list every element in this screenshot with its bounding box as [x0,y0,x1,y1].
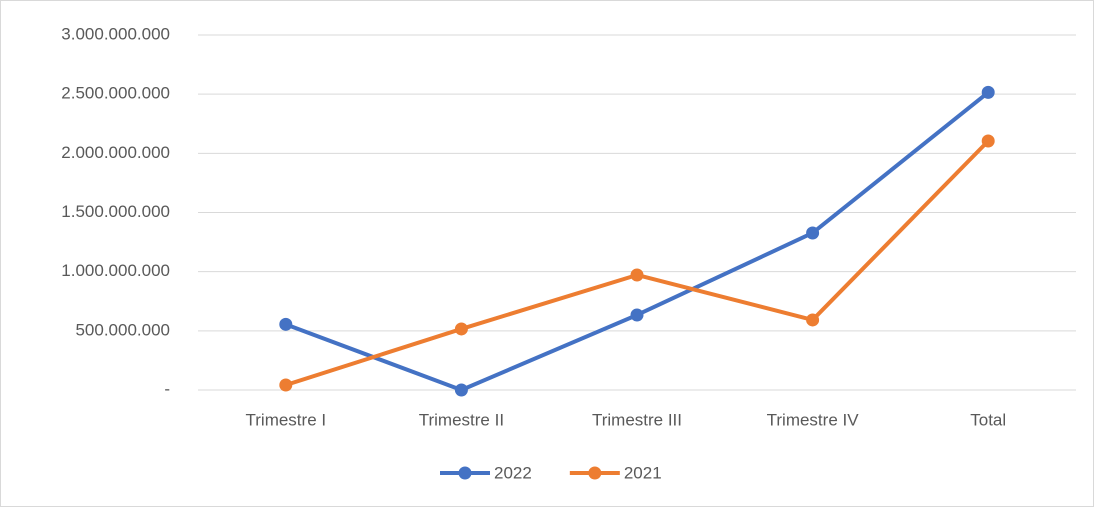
data-point [806,226,820,240]
x-tick-label: Trimestre II [419,410,504,429]
data-point [806,313,820,327]
data-point [630,308,644,322]
data-point [279,317,293,331]
x-tick-label: Trimestre III [592,410,682,429]
x-tick-label: Total [970,410,1006,429]
data-point [279,378,293,392]
legend-marker [458,466,472,480]
y-tick-label: 1.000.000.000 [61,261,170,280]
data-point [454,322,468,336]
legend-marker [588,466,602,480]
data-point [454,383,468,397]
y-tick-label: 1.500.000.000 [61,202,170,221]
y-tick-label: - [164,379,170,398]
y-tick-label: 2.000.000.000 [61,143,170,162]
data-point [981,134,995,148]
data-point [630,268,644,282]
legend-label: 2022 [494,463,532,482]
x-tick-label: Trimestre I [246,410,327,429]
legend-label: 2021 [624,463,662,482]
y-tick-label: 3.000.000.000 [61,24,170,43]
y-tick-label: 500.000.000 [75,320,170,339]
data-point [981,85,995,99]
x-tick-label: Trimestre IV [767,410,860,429]
y-tick-label: 2.500.000.000 [61,84,170,103]
